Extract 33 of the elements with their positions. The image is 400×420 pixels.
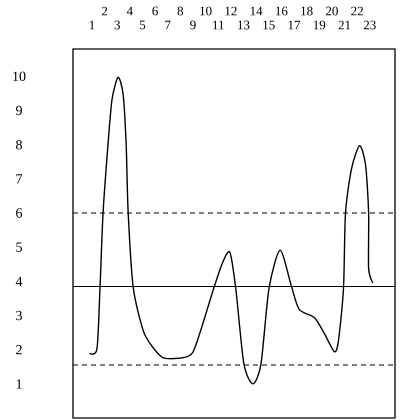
x2-tick-label: 6 <box>152 6 158 16</box>
y-tick-label: 3 <box>16 310 22 320</box>
x-tick-label: 23 <box>364 20 376 30</box>
x-tick-label: 5 <box>140 20 146 30</box>
y-tick-label: 5 <box>16 242 22 252</box>
x-tick-label: 17 <box>288 20 300 30</box>
x2-tick-label: 8 <box>178 6 184 16</box>
x2-tick-label: 14 <box>250 6 262 16</box>
x-tick-label: 3 <box>114 20 120 30</box>
x-tick-label: 13 <box>238 20 250 30</box>
y-tick-label: 8 <box>16 140 22 150</box>
y-tick-label: 10 <box>13 72 26 82</box>
x2-tick-label: 18 <box>301 6 313 16</box>
x-tick-label: 7 <box>165 20 171 30</box>
x2-tick-label: 10 <box>200 6 212 16</box>
x-tick-label: 21 <box>338 20 350 30</box>
x-tick-label: 1 <box>90 20 94 30</box>
y-tick-label: 1 <box>16 379 22 388</box>
x2-tick-label: 16 <box>276 6 288 16</box>
y-tick-label: 6 <box>16 208 22 218</box>
x2-tick-label: 4 <box>126 6 133 16</box>
x2-tick-label: 20 <box>326 6 338 16</box>
x-tick-label: 9 <box>190 20 196 30</box>
y-tick-label: 7 <box>16 174 22 184</box>
x2-tick-label: 2 <box>102 6 108 16</box>
x2-tick-label: 12 <box>225 6 237 16</box>
x2-tick-label: 22 <box>351 6 363 16</box>
y-tick-label: 4 <box>16 276 22 286</box>
x-tick-label: 15 <box>263 20 275 30</box>
y-tick-label: 2 <box>16 345 22 354</box>
x-tick-label: 11 <box>213 20 224 30</box>
x-tick-label: 19 <box>314 20 326 30</box>
y-tick-label: 9 <box>16 106 22 116</box>
